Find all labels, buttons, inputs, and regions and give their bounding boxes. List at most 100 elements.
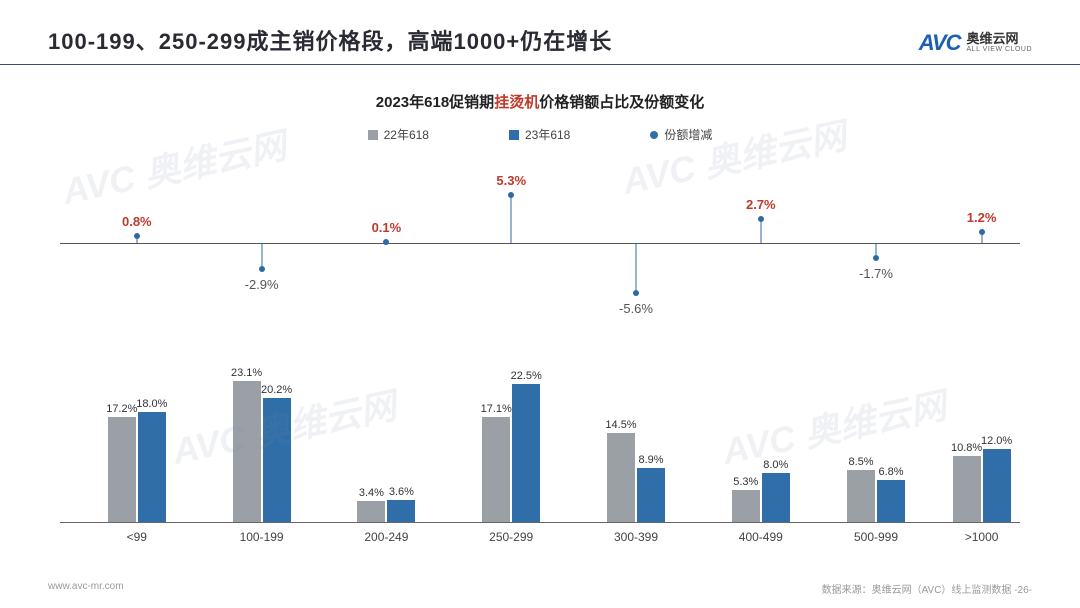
- delta-chart: 0.8% -2.9% 0.1% 5.3% -5.6% 2.7% -1.7% 1.2%: [60, 163, 1020, 323]
- delta-dot-icon: [873, 255, 879, 261]
- category-label: 400-499: [739, 530, 783, 544]
- chart-title-pre: 2023年618促销期: [376, 94, 494, 111]
- bar-label-a: 17.2%: [106, 403, 137, 415]
- logo-text: 奥维云网 ALL VIEW CLOUD: [967, 32, 1032, 54]
- brand-logo: AVC 奥维云网 ALL VIEW CLOUD: [919, 30, 1032, 56]
- bar-series-a: 17.1%: [482, 417, 510, 522]
- bar-label-b: 3.6%: [389, 486, 414, 498]
- bar-series-a: 3.4%: [357, 501, 385, 522]
- delta-dot-icon: [259, 266, 265, 272]
- delta-label: -1.7%: [859, 266, 893, 281]
- bar-label-b: 18.0%: [136, 398, 167, 410]
- bar-group: 17.1%22.5%250-299: [471, 384, 551, 522]
- category-label: 200-249: [364, 530, 408, 544]
- bar-group: 3.4%3.6%200-249: [346, 500, 426, 522]
- bar-series-a: 10.8%: [953, 456, 981, 522]
- delta-dot-icon: [633, 290, 639, 296]
- bar-label-b: 12.0%: [981, 435, 1012, 447]
- legend-label-b: 23年618: [525, 126, 570, 143]
- delta-label: 0.1%: [372, 220, 402, 235]
- delta-dot-icon: [979, 229, 985, 235]
- header: 100-199、250-299成主销价格段，高端1000+仍在增长 AVC 奥维…: [0, 0, 1080, 65]
- bar-label-b: 20.2%: [261, 384, 292, 396]
- delta-point: 5.3%: [451, 163, 571, 323]
- swatch-c-icon: [650, 131, 658, 139]
- logo-mark: AVC: [919, 30, 961, 56]
- delta-label: 5.3%: [496, 173, 526, 188]
- swatch-b-icon: [509, 130, 519, 140]
- delta-label: -5.6%: [619, 301, 653, 316]
- delta-point: -1.7%: [816, 163, 936, 323]
- bar-series-b: 8.0%: [762, 473, 790, 522]
- chart-title-highlight: 挂烫机: [494, 94, 539, 111]
- category-label: 100-199: [240, 530, 284, 544]
- bar-label-a: 3.4%: [359, 487, 384, 499]
- legend-item-c: 份额增减: [650, 126, 712, 143]
- chart-title: 2023年618促销期挂烫机价格销额占比及份额变化: [0, 91, 1080, 112]
- bar-series-a: 14.5%: [607, 433, 635, 522]
- delta-label: -2.9%: [245, 277, 279, 292]
- bar-chart: 17.2%18.0%<9923.1%20.2%100-1993.4%3.6%20…: [60, 343, 1020, 523]
- legend-item-b: 23年618: [509, 126, 570, 143]
- bar-series-a: 23.1%: [233, 381, 261, 522]
- bar-series-b: 18.0%: [138, 412, 166, 522]
- chart-area: 0.8% -2.9% 0.1% 5.3% -5.6% 2.7% -1.7% 1.2% 17.2…: [60, 163, 1020, 543]
- legend-item-a: 22年618: [368, 126, 429, 143]
- bar-label-a: 14.5%: [605, 419, 636, 431]
- bar-group: 23.1%20.2%100-199: [222, 381, 302, 522]
- bar-series-b: 8.9%: [637, 468, 665, 522]
- category-label: >1000: [965, 530, 999, 544]
- category-label: 300-399: [614, 530, 658, 544]
- footer-source: 数据来源：奥维云网（AVC）线上监测数据 -26-: [822, 581, 1032, 596]
- bar-group: 8.5%6.8%500-999: [836, 470, 916, 522]
- bar-label-a: 8.5%: [848, 456, 873, 468]
- bar-label-b: 8.9%: [638, 454, 663, 466]
- bar-label-b: 8.0%: [763, 459, 788, 471]
- legend: 22年618 23年618 份额增减: [0, 126, 1080, 143]
- legend-label-c: 份额增减: [664, 126, 712, 143]
- logo-cn: 奥维云网: [967, 32, 1032, 46]
- bar-series-b: 22.5%: [512, 384, 540, 522]
- bar-series-b: 6.8%: [877, 480, 905, 522]
- delta-point: 0.1%: [326, 163, 446, 323]
- delta-stem: [760, 219, 761, 243]
- bar-label-a: 5.3%: [733, 476, 758, 488]
- bar-group: 14.5%8.9%300-399: [596, 433, 676, 522]
- delta-label: 1.2%: [967, 210, 997, 225]
- bar-series-a: 8.5%: [847, 470, 875, 522]
- bar-group: 5.3%8.0%400-499: [721, 473, 801, 522]
- bar-label-b: 6.8%: [878, 466, 903, 478]
- delta-point: 2.7%: [701, 163, 821, 323]
- bar-label-a: 17.1%: [481, 403, 512, 415]
- delta-point: 0.8%: [77, 163, 197, 323]
- bar-label-b: 22.5%: [511, 370, 542, 382]
- delta-dot-icon: [383, 239, 389, 245]
- bar-label-a: 23.1%: [231, 367, 262, 379]
- bar-series-a: 5.3%: [732, 490, 760, 522]
- delta-dot-icon: [508, 192, 514, 198]
- bar-group: 17.2%18.0%<99: [97, 412, 177, 522]
- bar-series-b: 20.2%: [263, 398, 291, 522]
- delta-stem: [636, 243, 637, 293]
- logo-en: ALL VIEW CLOUD: [967, 46, 1032, 54]
- swatch-a-icon: [368, 130, 378, 140]
- footer: www.avc-mr.com 数据来源：奥维云网（AVC）线上监测数据 -26-: [48, 581, 1032, 596]
- footer-url: www.avc-mr.com: [48, 581, 124, 596]
- delta-label: 0.8%: [122, 214, 152, 229]
- bar-series-b: 3.6%: [387, 500, 415, 522]
- bar-series-b: 12.0%: [983, 449, 1011, 522]
- chart-title-post: 价格销额占比及份额变化: [539, 94, 704, 111]
- page-title: 100-199、250-299成主销价格段，高端1000+仍在增长: [48, 24, 612, 56]
- bar-group: 10.8%12.0%>1000: [942, 449, 1022, 522]
- delta-point: -2.9%: [202, 163, 322, 323]
- category-label: <99: [127, 530, 147, 544]
- bar-label-a: 10.8%: [951, 442, 982, 454]
- delta-dot-icon: [134, 233, 140, 239]
- delta-point: 1.2%: [922, 163, 1042, 323]
- delta-stem: [511, 195, 512, 243]
- delta-point: -5.6%: [576, 163, 696, 323]
- bar-series-a: 17.2%: [108, 417, 136, 522]
- category-label: 500-999: [854, 530, 898, 544]
- delta-label: 2.7%: [746, 197, 776, 212]
- legend-label-a: 22年618: [384, 126, 429, 143]
